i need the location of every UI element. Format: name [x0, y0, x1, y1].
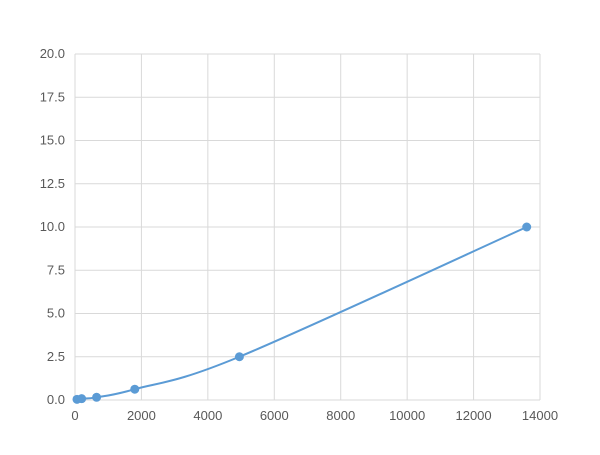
- y-tick-label: 0.0: [47, 392, 65, 407]
- data-point: [522, 222, 532, 232]
- data-point: [130, 384, 140, 394]
- x-tick-label: 6000: [260, 408, 289, 423]
- data-point: [92, 392, 102, 402]
- y-tick-label: 7.5: [47, 262, 65, 277]
- x-tick-label: 14000: [522, 408, 558, 423]
- x-tick-label: 10000: [389, 408, 425, 423]
- y-tick-label: 12.5: [40, 176, 65, 191]
- x-tick-label: 8000: [326, 408, 355, 423]
- x-tick-label: 12000: [455, 408, 491, 423]
- x-tick-label: 4000: [193, 408, 222, 423]
- data-point: [77, 394, 87, 404]
- y-tick-label: 17.5: [40, 89, 65, 104]
- y-tick-label: 5.0: [47, 306, 65, 321]
- y-tick-label: 20.0: [40, 46, 65, 61]
- x-tick-label: 2000: [127, 408, 156, 423]
- y-tick-label: 10.0: [40, 219, 65, 234]
- x-tick-label: 0: [71, 408, 78, 423]
- data-point: [234, 352, 244, 362]
- y-tick-label: 2.5: [47, 349, 65, 364]
- y-tick-label: 15.0: [40, 133, 65, 148]
